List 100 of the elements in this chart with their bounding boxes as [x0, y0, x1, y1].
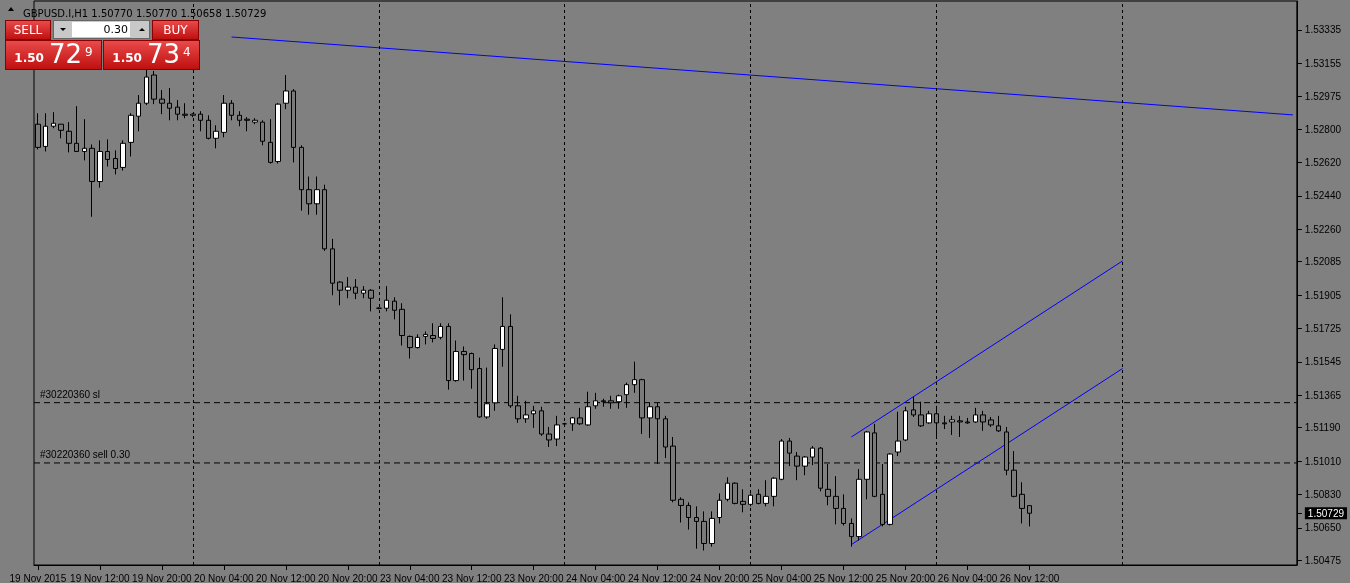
candlestick	[237, 110, 242, 127]
candlestick	[151, 70, 157, 105]
candlestick	[423, 330, 428, 345]
candlestick	[880, 463, 885, 527]
x-tick-label: 19 Nov 20:00	[132, 572, 193, 583]
candlestick	[864, 430, 870, 500]
y-tick-label: 1.52620	[1304, 156, 1342, 168]
y-tick-label: 1.51365	[1304, 389, 1342, 401]
candlestick	[291, 88, 296, 163]
candlestick	[942, 415, 947, 430]
y-tick-label: 1.52085	[1304, 256, 1342, 268]
candlestick	[856, 468, 862, 542]
candlestick	[283, 74, 289, 110]
candlestick	[988, 416, 994, 428]
candlestick	[337, 280, 343, 306]
candlestick	[268, 118, 273, 165]
candlestick	[368, 288, 374, 312]
candlestick	[678, 496, 684, 524]
candlestick	[469, 352, 474, 390]
candlestick	[554, 415, 560, 447]
candlestick	[973, 407, 978, 424]
candlestick	[980, 410, 986, 432]
candlestick	[399, 302, 405, 347]
y-tick-label: 1.50830	[1304, 489, 1342, 500]
ref-line-label: #30220360 sl	[40, 389, 101, 401]
x-tick-label: 19 Nov 2015	[9, 572, 67, 583]
candlestick	[144, 68, 149, 106]
candlestick	[570, 416, 575, 432]
candlestick	[97, 139, 103, 189]
y-tick-label: 1.52440	[1304, 190, 1342, 202]
candlestick	[128, 112, 134, 157]
candlestick	[330, 238, 335, 296]
candlestick	[244, 116, 250, 132]
x-tick-label: 26 Nov 12:00	[999, 572, 1060, 583]
candlestick	[577, 407, 583, 426]
candlestick	[415, 333, 420, 349]
y-tick-label: 1.51190	[1304, 422, 1341, 434]
candlestick	[632, 361, 637, 394]
candlestick	[725, 476, 730, 502]
candlestick	[438, 322, 443, 340]
y-tick-label: 1.52800	[1304, 123, 1342, 135]
y-tick-label: 1.53155	[1304, 57, 1342, 69]
candlestick	[430, 322, 436, 343]
candlestick	[531, 405, 536, 429]
candlestick	[89, 143, 95, 218]
annotation: SELL	[5, 20, 51, 40]
candlestick	[229, 99, 234, 121]
number-field: 0.30	[53, 20, 150, 39]
y-tick-label: 1.52260	[1304, 223, 1342, 235]
candlestick	[82, 118, 87, 161]
x-tick-label: 24 Nov 12:00	[627, 572, 688, 583]
candlestick	[453, 340, 459, 383]
x-tick-label: 20 Nov 20:00	[318, 572, 378, 583]
candlestick	[120, 139, 126, 172]
y-tick-label: 1.52975	[1304, 91, 1342, 103]
candlestick	[686, 501, 691, 531]
x-tick-label: 25 Nov 12:00	[813, 572, 874, 583]
candlestick	[306, 176, 312, 216]
candlestick	[322, 184, 327, 252]
candlestick	[198, 110, 203, 132]
text: GBPUSD.I,H1 1.50770 1.50770 1.50658 1.50729	[23, 7, 267, 19]
y-tick-label: 1.50650	[1304, 522, 1342, 534]
candlestick	[717, 492, 722, 524]
candlestick	[895, 411, 901, 457]
candlestick	[384, 285, 389, 312]
y-tick-label: 1.51725	[1304, 322, 1342, 334]
x-tick-label: 24 Nov 04:00	[565, 572, 626, 583]
y-tick-label: 1.51010	[1304, 455, 1342, 467]
x-tick-label: 26 Nov 04:00	[937, 572, 998, 583]
candlestick	[771, 476, 777, 507]
x-tick-label: 23 Nov 20:00	[503, 572, 564, 583]
candlestick	[833, 475, 839, 525]
candlestick	[221, 94, 227, 138]
candlestick	[709, 510, 715, 548]
candlestick	[500, 296, 505, 368]
candlestick	[260, 119, 265, 146]
candlestick	[175, 99, 180, 121]
candlestick	[756, 488, 761, 505]
x-tick-label: 19 Nov 12:00	[70, 572, 131, 583]
annotation: 73$^{4}$	[146, 39, 191, 69]
candlestick	[345, 276, 351, 299]
candlestick	[694, 505, 699, 550]
candlestick	[841, 493, 846, 526]
candlestick	[996, 415, 1001, 433]
candlestick	[275, 102, 281, 165]
candlestick	[314, 176, 320, 216]
candlestick	[957, 415, 963, 438]
annotation: 72$^{9}$	[48, 39, 93, 69]
candlestick	[182, 102, 188, 119]
candlestick	[663, 415, 668, 459]
annotation: 1.50	[14, 51, 44, 65]
candlestick	[849, 517, 854, 548]
candlestick	[43, 112, 48, 152]
candlestick	[299, 144, 304, 212]
candlestick	[361, 285, 366, 299]
x-tick-label: 25 Nov 04:00	[751, 572, 812, 583]
candlestick	[732, 481, 738, 505]
x-tick-label: 25 Nov 20:00	[875, 572, 936, 583]
x-tick-label: 20 Nov 12:00	[256, 572, 316, 583]
annotation: BUY	[152, 20, 199, 40]
